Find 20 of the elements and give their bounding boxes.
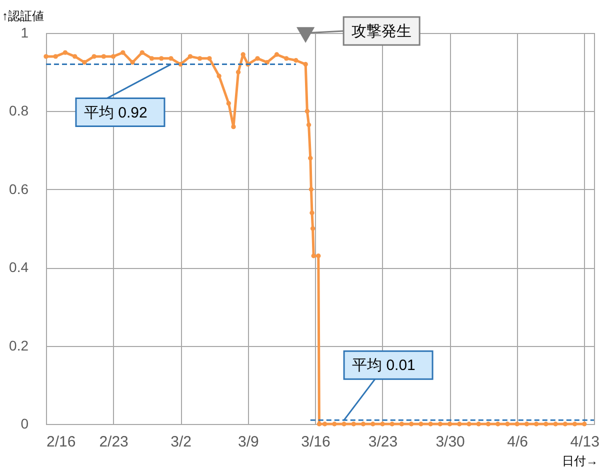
y-tick-label: 0 <box>20 416 29 432</box>
y-axis-title: ↑認証値 <box>2 9 44 23</box>
y-tick-label: 0.2 <box>9 337 29 354</box>
x-tick-label: 3/9 <box>238 434 259 450</box>
x-tick-label: 3/2 <box>170 434 192 450</box>
x-axis-title: 日付→ <box>562 454 598 468</box>
y-tick-label: 0.8 <box>9 102 29 119</box>
annotation: 攻撃発生 <box>352 23 412 40</box>
x-tick-label: 3/23 <box>368 434 398 450</box>
x-tick-label: 4/6 <box>507 434 528 450</box>
x-tick-label: 3/30 <box>436 434 465 450</box>
x-tick-label: 3/16 <box>301 434 330 450</box>
y-tick-label: 0.6 <box>9 180 29 197</box>
x-tick-label: 2/23 <box>99 434 128 450</box>
y-tick-label: 1 <box>20 24 29 40</box>
annotation: 平均 0.01 <box>352 357 416 374</box>
y-tick-label: 0.4 <box>9 259 29 276</box>
annotation: 平均 0.92 <box>84 104 148 122</box>
x-tick-label: 2/16 <box>46 434 76 450</box>
x-tick-label: 4/13 <box>570 434 599 450</box>
